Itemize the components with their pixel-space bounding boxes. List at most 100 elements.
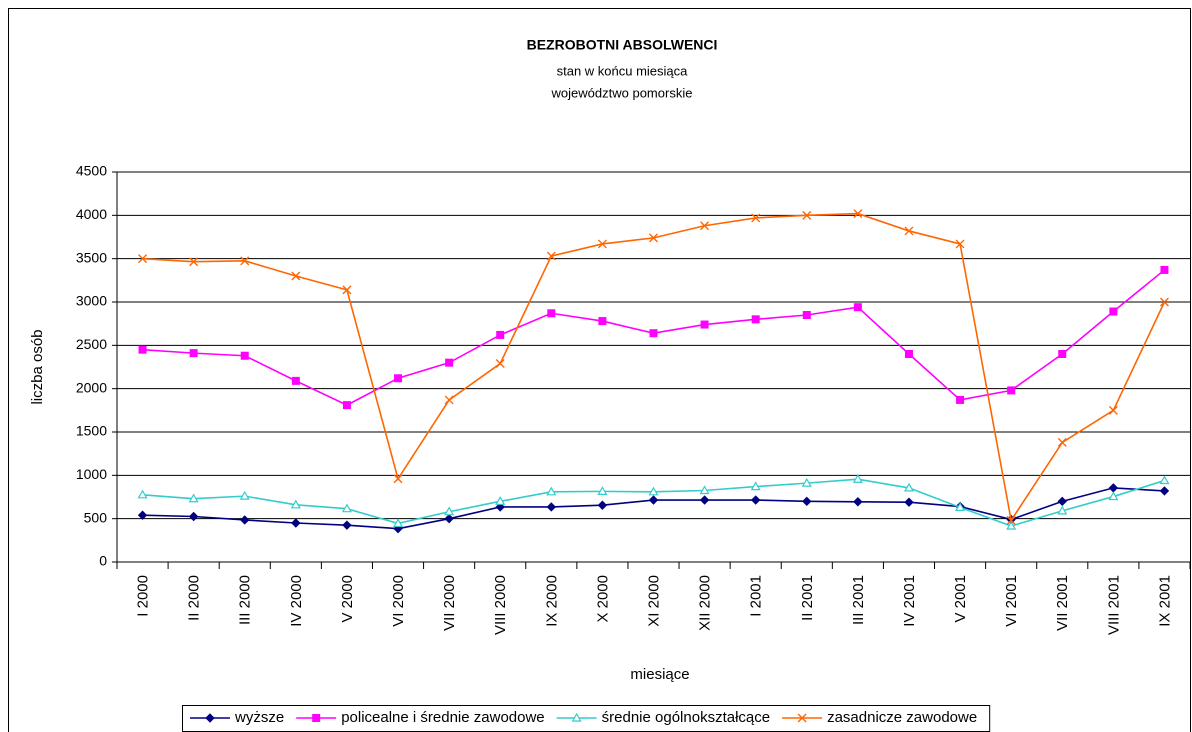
x-axis-title: miesiące [630, 666, 689, 683]
marker [205, 713, 215, 723]
marker [137, 489, 148, 499]
marker [700, 221, 710, 231]
marker [904, 497, 914, 507]
x-tick-label: V 2000 [339, 575, 356, 623]
x-tick-label: XI 2000 [645, 575, 662, 627]
marker [700, 320, 709, 329]
y-tick-label: 4000 [76, 206, 107, 222]
marker [1057, 505, 1068, 515]
marker [495, 496, 506, 505]
marker [751, 213, 761, 223]
marker [571, 712, 582, 722]
marker [597, 239, 607, 249]
marker [547, 309, 556, 318]
marker [291, 518, 301, 528]
chart-subtitle: województwo pomorskie [551, 85, 693, 100]
x-tick-label: III 2001 [850, 575, 867, 625]
marker [240, 351, 249, 360]
x-tick-label: VIII 2001 [1105, 575, 1122, 635]
legend: wyższe policealne i średnie zawodowe średn… [182, 705, 991, 732]
marker [1057, 496, 1067, 507]
y-tick-label: 3000 [76, 293, 107, 309]
x-tick-label: II 2001 [799, 575, 816, 621]
marker [444, 395, 454, 405]
legend-label: zasadnicze zawodowe [827, 709, 977, 726]
marker [1108, 405, 1118, 415]
marker [393, 523, 403, 534]
marker [392, 518, 404, 528]
marker [751, 315, 760, 324]
x-tick-label: IX 2000 [543, 575, 560, 627]
marker [801, 477, 812, 487]
x-tick-label: VIII 2000 [492, 575, 509, 635]
x-tick-label: VII 2000 [441, 575, 458, 631]
x-tick-label: VI 2000 [390, 575, 407, 627]
marker [445, 358, 454, 367]
marker [496, 330, 505, 339]
y-tick-label: 2500 [76, 336, 107, 352]
x-tick-label: VII 2001 [1054, 575, 1071, 631]
marker [955, 239, 965, 249]
marker [1109, 307, 1118, 316]
marker [597, 486, 608, 495]
marker [138, 345, 147, 354]
marker [291, 376, 300, 385]
marker [649, 233, 658, 243]
marker [1058, 350, 1067, 358]
marker [138, 254, 148, 264]
marker [699, 485, 710, 495]
marker [1159, 297, 1169, 307]
marker [291, 271, 301, 281]
marker [341, 503, 352, 513]
marker [1159, 475, 1170, 485]
marker [444, 506, 455, 516]
marker [598, 317, 607, 326]
x-tick-label: I 2000 [135, 575, 152, 617]
marker [955, 502, 966, 511]
marker [394, 374, 403, 383]
marker [188, 493, 199, 503]
marker [1159, 486, 1170, 496]
marker [342, 520, 352, 530]
x-tick-label: III 2000 [237, 575, 254, 625]
x-tick-label: V 2001 [952, 575, 969, 623]
marker [699, 495, 710, 505]
marker [342, 401, 351, 410]
marker [853, 497, 863, 507]
marker [137, 510, 148, 520]
marker [1006, 515, 1016, 525]
marker [750, 481, 761, 491]
marker [240, 515, 250, 525]
y-tick-label: 1500 [76, 423, 107, 439]
marker [648, 495, 659, 505]
x-tick-label: X 2000 [594, 575, 611, 623]
marker [1006, 520, 1017, 530]
marker [546, 502, 557, 512]
marker [1108, 491, 1119, 501]
marker [495, 502, 505, 512]
marker [853, 209, 863, 219]
marker [852, 474, 863, 483]
marker [904, 226, 914, 236]
marker [597, 500, 608, 510]
marker [393, 474, 403, 484]
marker [495, 359, 505, 369]
marker [189, 257, 199, 267]
x-tick-label: II 2000 [186, 575, 203, 621]
marker [649, 329, 658, 338]
chart-subtitle: stan w końcu miesiąca [557, 63, 689, 78]
y-tick-label: 1000 [76, 466, 107, 482]
chart-frame [8, 8, 1191, 732]
marker [189, 349, 198, 358]
chart-title: BEZROBOTNI ABSOLWENCI [527, 37, 718, 53]
marker [312, 714, 321, 722]
marker [1057, 437, 1067, 447]
marker [802, 210, 812, 220]
marker [240, 256, 250, 266]
y-tick-label: 2000 [76, 379, 107, 395]
marker [802, 496, 812, 507]
x-tick-label: IV 2000 [288, 575, 305, 627]
legend-label: średnie ogólnokształcące [602, 709, 770, 726]
y-tick-label: 4500 [76, 163, 107, 179]
